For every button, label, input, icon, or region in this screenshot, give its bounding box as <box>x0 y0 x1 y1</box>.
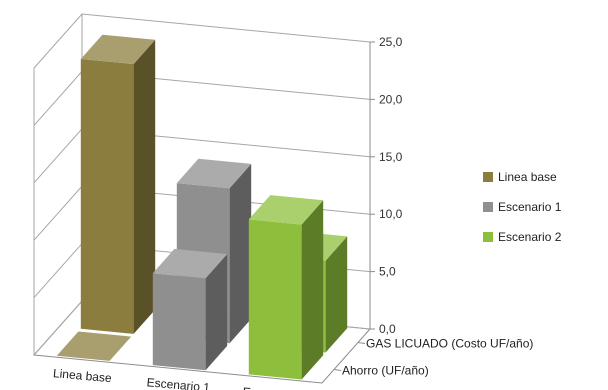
y-tick-label: 25,0 <box>379 35 403 49</box>
bar-top <box>80 34 156 65</box>
bar <box>80 34 156 334</box>
bar-side <box>301 200 324 380</box>
bar-top <box>176 158 252 189</box>
y-tick-label: 5,0 <box>379 265 396 279</box>
legend-label: Escenario 2 <box>498 230 562 244</box>
y-tick-label: 0,0 <box>379 322 396 336</box>
legend-label: Escenario 1 <box>498 200 562 214</box>
bar <box>56 331 132 361</box>
bar-front <box>152 273 206 371</box>
legend-item: Escenario 1 <box>483 200 562 214</box>
legend-label: Linea base <box>498 170 557 184</box>
legend-item: Escenario 2 <box>483 230 562 244</box>
legend-swatch <box>483 172 493 182</box>
y-tick-label: 20,0 <box>379 92 403 106</box>
bar <box>152 248 228 371</box>
x-category-label: Linea base <box>52 366 112 385</box>
bar-front <box>248 219 302 380</box>
bar-side <box>325 236 348 353</box>
bars <box>56 34 348 380</box>
x-axis-categories: Linea base Escenario 1 Escenario 2 <box>52 366 306 390</box>
bar-top <box>56 331 132 361</box>
legend-item: Linea base <box>483 170 557 184</box>
depth-tick-mark <box>357 342 366 344</box>
x-category-label: Escenario 1 <box>146 375 211 390</box>
bar-top <box>152 248 228 279</box>
depth-tick-mark <box>333 369 342 371</box>
bar <box>248 195 324 380</box>
bar-side <box>205 254 228 371</box>
legend-swatch <box>483 202 493 212</box>
x-category-label: Escenario 2 <box>242 385 307 390</box>
depth-category-label: Ahorro (UF/año) <box>342 364 429 378</box>
bar-side <box>133 39 156 334</box>
bar-front <box>80 59 134 334</box>
legend: Linea base Escenario 1 Escenario 2 <box>483 170 562 244</box>
bar-top <box>248 195 324 225</box>
bar-side <box>229 163 252 344</box>
y-axis-ticks: 0,0 5,0 10,0 15,0 20,0 25,0 <box>370 35 403 336</box>
legend-swatch <box>483 232 493 242</box>
y-tick-label: 10,0 <box>379 207 403 221</box>
y-tick-label: 15,0 <box>379 150 403 164</box>
depth-axis-categories: GAS LICUADO (Costo UF/año) Ahorro (UF/año… <box>333 337 533 378</box>
depth-category-label: GAS LICUADO (Costo UF/año) <box>366 337 533 351</box>
